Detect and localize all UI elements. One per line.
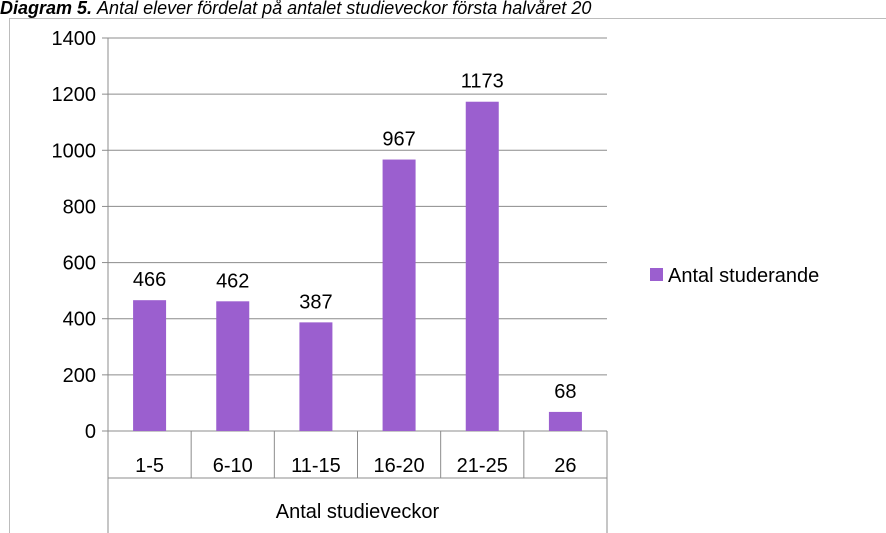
- bar: [548, 411, 582, 431]
- data-label: 387: [299, 291, 332, 313]
- y-tick-label: 1400: [52, 28, 97, 50]
- data-label: 967: [382, 129, 415, 151]
- data-label: 1173: [461, 71, 504, 93]
- data-label: 68: [554, 381, 576, 403]
- x-tick-label: 1-5: [135, 455, 164, 477]
- y-tick-label: 200: [63, 365, 96, 387]
- legend-label: Antal studerande: [668, 265, 819, 287]
- bar: [465, 101, 499, 432]
- x-tick-label: 26: [554, 455, 576, 477]
- y-tick-label: 0: [85, 421, 96, 443]
- x-tick-label: 6-10: [213, 455, 253, 477]
- chart-title: Diagram 5. Antal elever fördelat på antal…: [0, 0, 591, 18]
- data-label: 466: [133, 269, 166, 291]
- title-text: Antal elever fördelat på antalet studiev…: [96, 0, 591, 18]
- legend-swatch: [650, 268, 663, 281]
- data-label: 462: [216, 270, 249, 292]
- y-tick-label: 1200: [52, 84, 97, 106]
- bar: [299, 322, 333, 431]
- bar: [133, 300, 167, 431]
- y-tick-label: 800: [63, 196, 96, 218]
- y-tick-label: 600: [63, 253, 96, 275]
- y-tick-label: 1000: [52, 140, 97, 162]
- x-tick-label: 21-25: [457, 455, 508, 477]
- x-tick-label: 11-15: [291, 455, 341, 477]
- title-prefix: Diagram 5.: [0, 0, 92, 18]
- x-tick-label: 16-20: [374, 455, 425, 477]
- x-axis-label: Antal studieveckor: [276, 501, 440, 523]
- y-tick-label: 400: [63, 309, 96, 331]
- chart-frame: [9, 18, 886, 533]
- bar: [216, 301, 250, 431]
- bar: [382, 159, 416, 431]
